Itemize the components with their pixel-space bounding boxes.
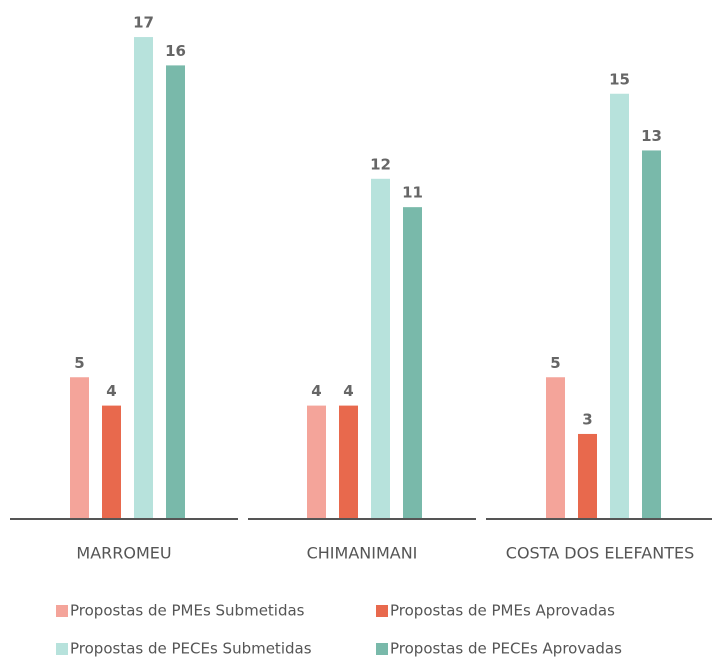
value-label: 11 [402,184,423,202]
category-label: MARROMEU [76,544,171,563]
legend-label: Propostas de PECEs Submetidas [70,640,312,658]
bar [102,405,121,519]
category-label: COSTA DOS ELEFANTES [506,544,694,563]
bar [70,377,89,519]
legend-label: Propostas de PMEs Submetidas [70,602,305,620]
bar [642,150,661,519]
value-label: 13 [641,127,662,145]
value-label: 17 [133,14,154,32]
bar [403,207,422,519]
legend-label: Propostas de PMEs Aprovadas [390,602,615,620]
bar [166,65,185,520]
value-label: 4 [106,382,116,400]
bar [339,405,358,519]
bar [134,37,153,520]
value-label: 4 [343,382,353,400]
bar [610,93,629,519]
value-label: 5 [550,354,560,372]
legend-swatch [56,605,68,617]
value-label: 3 [582,410,592,428]
value-label: 12 [370,155,391,173]
legend-swatch [376,643,388,655]
bar [371,178,390,520]
bar [546,377,565,519]
category-label: CHIMANIMANI [307,544,418,563]
value-label: 16 [165,42,186,60]
legend-swatch [56,643,68,655]
bar [578,433,597,519]
value-label: 4 [311,382,321,400]
value-label: 15 [609,70,630,88]
bar [307,405,326,519]
legend-swatch [376,605,388,617]
value-label: 5 [74,354,84,372]
legend-label: Propostas de PECEs Aprovadas [390,640,622,658]
